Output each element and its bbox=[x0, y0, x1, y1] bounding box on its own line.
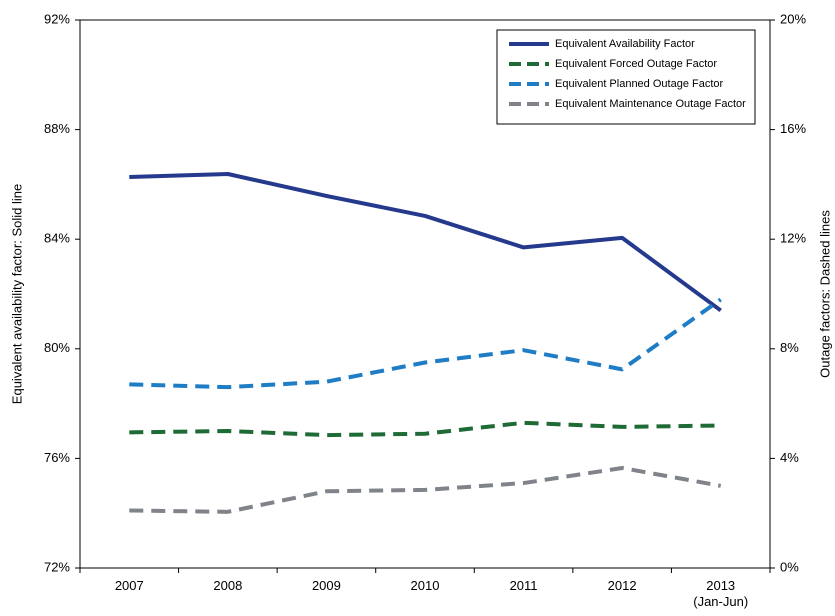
y2-axis-title: Outage factors: Dashed lines bbox=[817, 210, 832, 378]
y-tick-label: 84% bbox=[44, 231, 70, 246]
series-line bbox=[129, 297, 722, 390]
y-tick-label: 80% bbox=[44, 340, 70, 355]
x-tick-label: 2008 bbox=[213, 578, 243, 593]
y2-tick-label: 4% bbox=[780, 450, 799, 465]
y2-tick-label: 20% bbox=[780, 11, 806, 26]
plot-frame bbox=[79, 19, 771, 569]
series-line bbox=[129, 465, 722, 514]
x-tick-label: 2009 bbox=[311, 578, 341, 593]
y-tick-label: 88% bbox=[44, 121, 70, 136]
x-tick-label: 2007 bbox=[114, 578, 144, 593]
legend-label: Equivalent Planned Outage Factor bbox=[555, 78, 724, 90]
y2-tick-label: 8% bbox=[780, 340, 799, 355]
y2-tick-label: 0% bbox=[780, 559, 799, 574]
x-tick-label: 2012 bbox=[607, 578, 637, 593]
series-line bbox=[129, 171, 722, 313]
legend-label: Equivalent Forced Outage Factor bbox=[555, 58, 717, 70]
x-tick-label: 2013 (Jan-Jun) bbox=[693, 578, 749, 609]
y-tick-label: 92% bbox=[44, 11, 70, 26]
legend-label: Equivalent Availability Factor bbox=[555, 38, 695, 50]
y2-tick-label: 12% bbox=[780, 231, 806, 246]
x-tick-label: 2011 bbox=[509, 578, 538, 593]
y-tick-label: 72% bbox=[44, 559, 70, 574]
y2-tick-label: 16% bbox=[780, 121, 806, 136]
legend-label: Equivalent Maintenance Outage Factor bbox=[555, 98, 746, 110]
x-tick-label: 2010 bbox=[410, 578, 440, 593]
series-line bbox=[129, 420, 721, 438]
y-axis-title: Equivalent availability factor: Solid li… bbox=[9, 184, 24, 404]
y-tick-label: 76% bbox=[44, 450, 70, 465]
